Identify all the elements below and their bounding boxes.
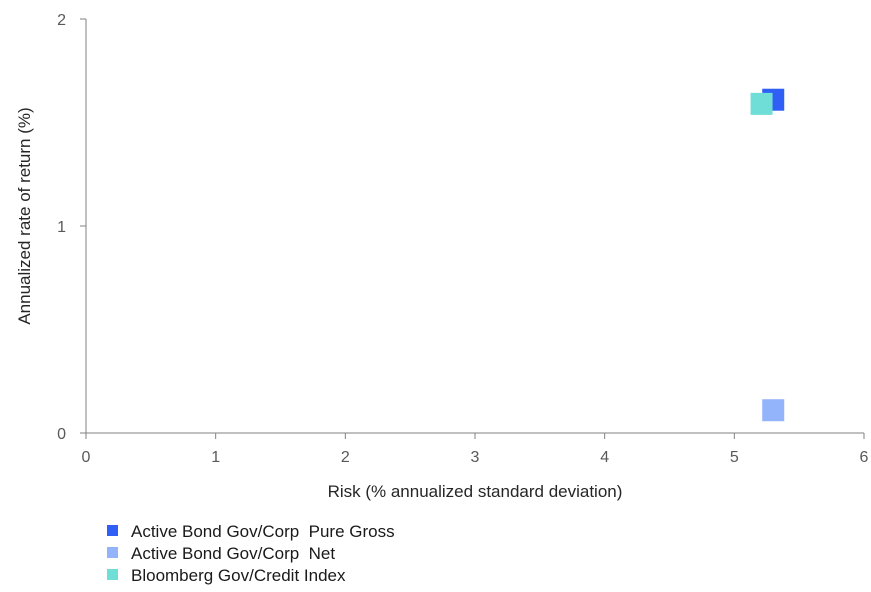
axes <box>80 18 865 439</box>
x-tick-label: 2 <box>341 449 350 466</box>
data-points <box>750 88 785 422</box>
data-point <box>762 399 785 422</box>
x-tick-label: 3 <box>471 449 480 466</box>
legend-label: Bloomberg Gov/Credit Index <box>131 566 346 585</box>
x-tick-label: 4 <box>600 449 609 466</box>
legend-label: Active Bond Gov/Corp Pure Gross <box>131 522 395 541</box>
legend-label: Active Bond Gov/Corp Net <box>131 544 335 563</box>
legend-swatch <box>107 547 118 558</box>
legend: Active Bond Gov/Corp Pure Gross Active Bo… <box>107 522 395 585</box>
y-tick-label: 1 <box>57 219 66 236</box>
x-tick-label: 1 <box>211 449 220 466</box>
y-tick-label: 2 <box>57 12 66 29</box>
x-axis-title: Risk (% annualized standard deviation) <box>328 482 623 501</box>
y-axis-title: Annualized rate of return (%) <box>15 107 34 324</box>
x-tick-label: 6 <box>860 449 869 466</box>
legend-swatch <box>107 525 118 536</box>
legend-swatch <box>107 569 118 580</box>
x-tick-label: 0 <box>82 449 91 466</box>
x-tick-label: 5 <box>730 449 739 466</box>
y-tick-label: 0 <box>57 426 66 443</box>
data-point <box>750 92 773 115</box>
tick-labels: 0 1 2 3 4 5 6 0 1 2 <box>57 12 868 466</box>
